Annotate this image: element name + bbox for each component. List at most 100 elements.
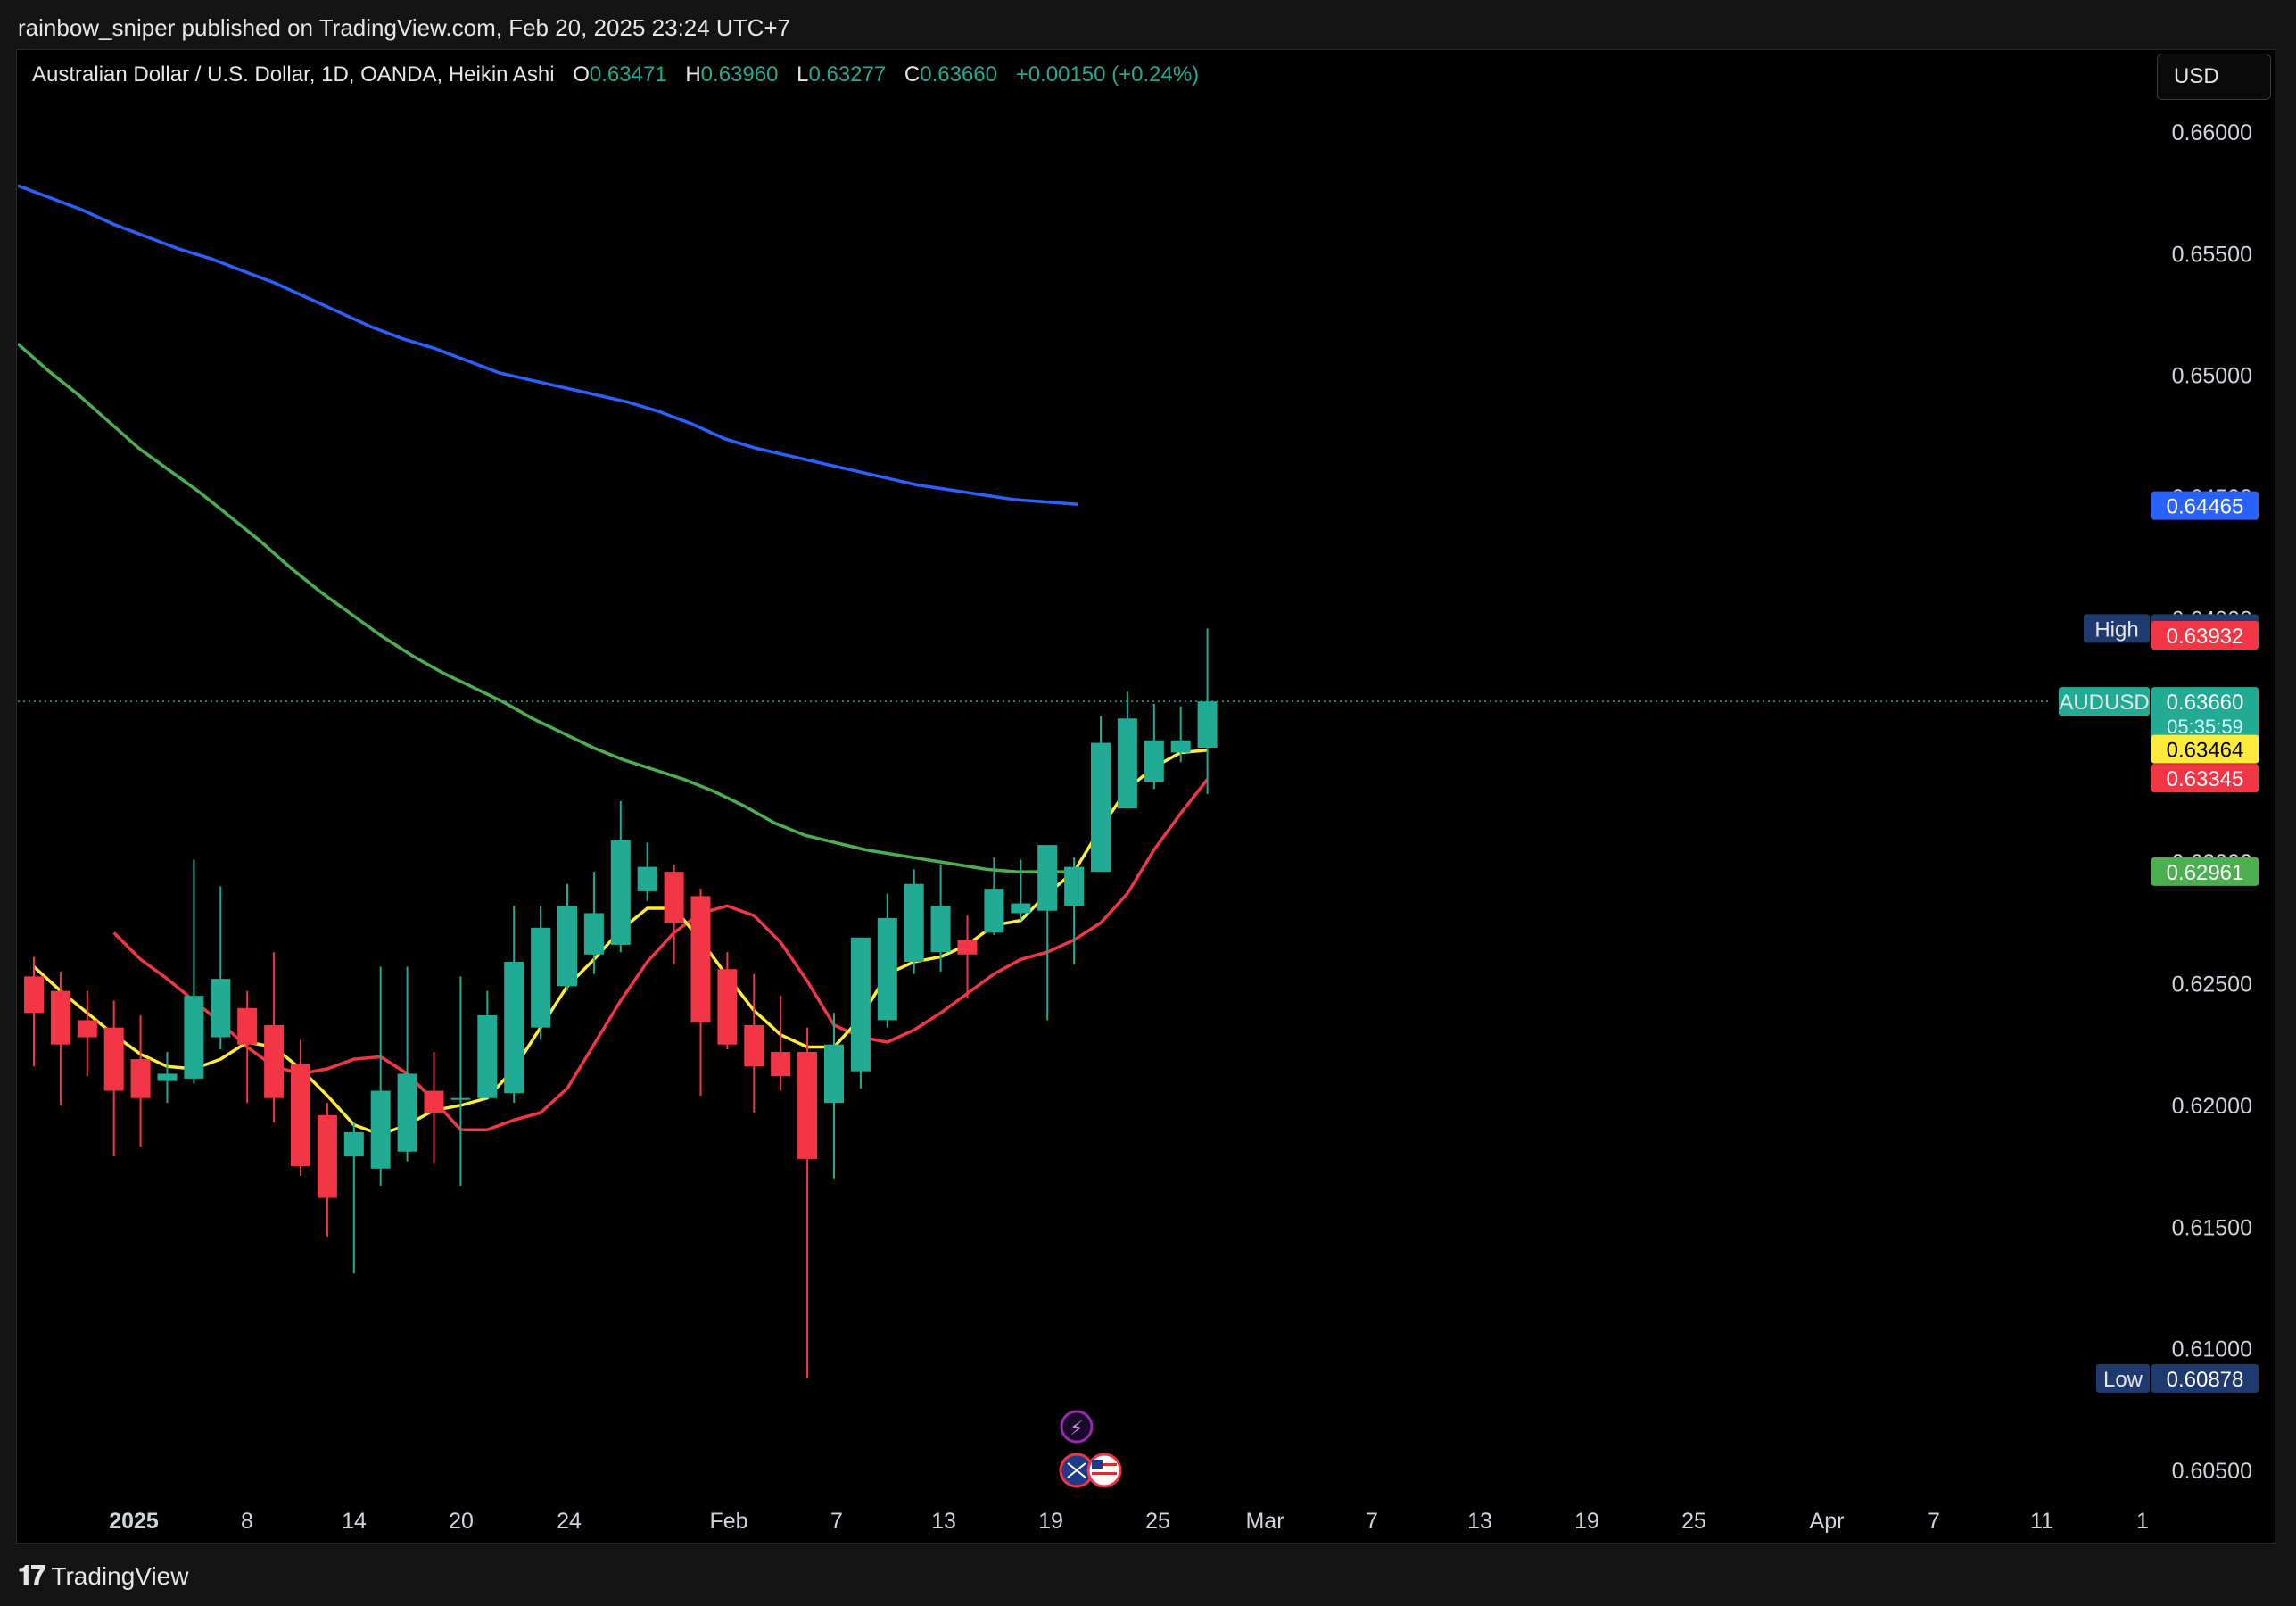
candle-body	[103, 1027, 124, 1091]
candle-body	[1170, 740, 1191, 753]
price-label-value: 0.62961	[2167, 861, 2244, 885]
price-label-bg	[2151, 764, 2259, 793]
price-label-value: 0.64465	[2167, 495, 2244, 519]
candle-body	[370, 1090, 391, 1169]
us-flag-icon	[1086, 1453, 1122, 1488]
candle-body	[877, 917, 897, 1021]
currency-selector[interactable]: USD	[2157, 54, 2271, 100]
x-tick-label: 14	[342, 1509, 367, 1534]
price-label-countdown: 05:35:59	[2167, 716, 2243, 738]
x-tick-label: 20	[449, 1509, 474, 1534]
candle-body	[557, 906, 577, 987]
close-label: C	[904, 62, 921, 87]
x-tick-label: 25	[1681, 1509, 1706, 1534]
candle-body	[1197, 701, 1218, 748]
price-label-value: 0.63464	[2167, 739, 2244, 763]
x-tick-label: 8	[241, 1509, 253, 1534]
candle-body	[1117, 718, 1137, 809]
x-tick-label: 25	[1145, 1509, 1170, 1534]
candle-body	[771, 1051, 791, 1077]
candle-body	[317, 1114, 337, 1198]
x-tick-label: Feb	[709, 1509, 747, 1534]
x-tick-label: 11	[2030, 1509, 2053, 1534]
candle-body	[690, 896, 711, 1023]
candle-body	[237, 1007, 258, 1045]
candle-body	[24, 976, 44, 1014]
tradingview-footer[interactable]: 𝟏𝟕 TradingView	[18, 1561, 188, 1592]
price-label-bg	[2151, 857, 2259, 886]
x-tick-label: 24	[557, 1509, 582, 1534]
candle-body	[77, 1020, 97, 1038]
high-label: H	[685, 62, 701, 87]
candle-body	[850, 937, 871, 1072]
candle-body	[157, 1073, 178, 1081]
price-label-value: 0.63660	[2167, 691, 2244, 715]
price-label-prefix-bg	[2084, 614, 2150, 643]
candle-body	[477, 1015, 498, 1098]
price-label-prefix: AUDUSD	[2059, 691, 2149, 715]
candle-body	[1011, 903, 1031, 914]
candle-body	[211, 979, 231, 1038]
x-tick-label: 19	[1038, 1509, 1063, 1534]
low-label: L	[797, 62, 809, 87]
candle-body	[664, 872, 684, 923]
price-label-bg	[2151, 687, 2259, 740]
candle-body	[984, 889, 1004, 933]
price-label-prefix: High	[2094, 617, 2138, 642]
price-label-bg	[2151, 491, 2259, 520]
candle-body	[291, 1064, 310, 1167]
low-value: 0.63277	[808, 62, 887, 87]
candle-body	[904, 883, 924, 962]
y-tick-label: 0.61000	[2172, 1337, 2252, 1362]
y-tick-label: 0.61500	[2172, 1215, 2252, 1240]
x-tick-label: 7	[830, 1509, 843, 1534]
price-label-bg	[2151, 1363, 2259, 1393]
candle-body	[1091, 742, 1111, 873]
x-tick-label: 7	[1928, 1509, 1940, 1534]
y-tick-label: 0.62500	[2172, 973, 2252, 998]
price-label-value: 0.63932	[2167, 625, 2244, 649]
brand-name: TradingView	[51, 1562, 189, 1590]
open-value: 0.63471	[589, 62, 667, 87]
x-tick-label: Apr	[1810, 1509, 1845, 1534]
x-tick-label: 7	[1366, 1509, 1378, 1534]
price-label-bg	[2151, 734, 2259, 764]
candle-body	[1037, 845, 1058, 911]
candle-body	[1064, 866, 1085, 906]
candle-body	[343, 1131, 364, 1157]
ma-blue-line	[18, 184, 1078, 507]
tradingview-logo-icon: 𝟏𝟕	[18, 1561, 45, 1591]
candle-body	[1144, 740, 1164, 782]
y-tick-label: 0.66000	[2172, 120, 2252, 145]
candle-body	[637, 866, 657, 891]
au-flag-cross	[1067, 1462, 1086, 1478]
candle-body	[610, 840, 631, 945]
open-label: O	[573, 62, 590, 87]
candle-body	[797, 1051, 818, 1159]
us-flag-stripe	[1092, 1472, 1117, 1475]
x-tick-label: Mar	[1245, 1509, 1284, 1534]
y-tick-label: 0.65500	[2172, 242, 2252, 267]
price-label-bg	[2151, 621, 2259, 650]
x-tick-label: 13	[931, 1509, 956, 1534]
candle-body	[504, 962, 524, 1094]
candle-body	[824, 1044, 844, 1104]
attribution-text: rainbow_sniper published on TradingView.…	[18, 14, 791, 41]
candle-body	[130, 1059, 151, 1098]
candle-body	[930, 906, 951, 953]
price-label-prefix-bg	[2096, 1363, 2150, 1393]
lightning-icon	[1060, 1410, 1094, 1444]
candle-body	[717, 969, 738, 1045]
close-value: 0.63660	[920, 62, 998, 87]
x-tick-label: 19	[1574, 1509, 1599, 1534]
x-tick-label: 1	[2136, 1509, 2149, 1534]
price-label-value: 0.63345	[2167, 767, 2244, 791]
symbol-name[interactable]: Australian Dollar / U.S. Dollar, 1D, OAN…	[32, 62, 555, 87]
chart-area[interactable]	[16, 49, 2275, 1544]
price-label-value: 0.60878	[2167, 1368, 2244, 1392]
candle-body	[744, 1024, 764, 1067]
us-flag-stripe	[1092, 1463, 1117, 1466]
price-label-prefix-bg	[2059, 687, 2150, 716]
candle-body	[583, 913, 604, 955]
